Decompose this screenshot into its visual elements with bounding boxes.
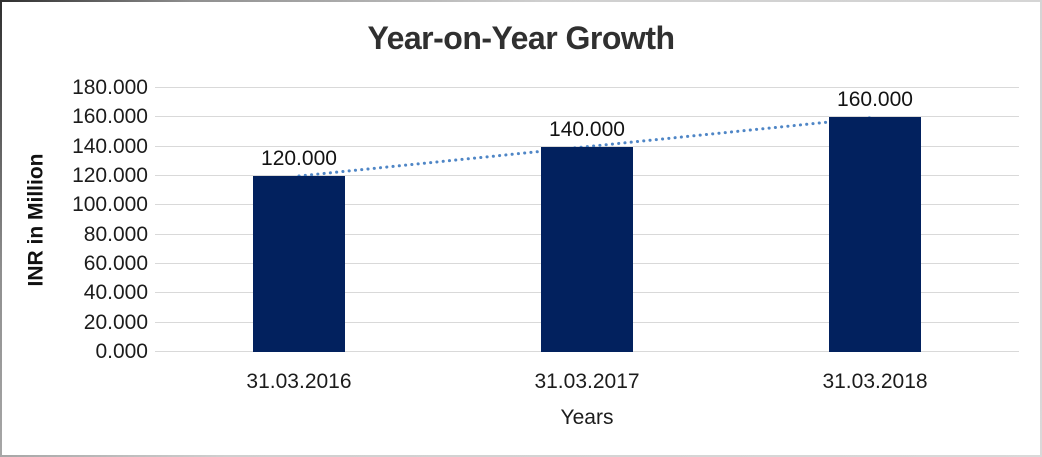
x-tick-label: 31.03.2017 [534,370,640,393]
data-label: 120.000 [261,147,337,171]
y-tick-label: 40.000 [83,281,148,305]
y-axis-ticks: 0.000 20.000 40.000 60.000 80.000 100.000 120.… [2,76,148,363]
bar-31.03.2016 [252,176,345,352]
x-axis-ticks: 31.03.2016 31.03.2017 31.03.2018 [155,352,1019,393]
gridline [155,116,1019,118]
y-tick-label: 140.000 [72,134,148,158]
plot-area: 120.000 140.000 160.000 [155,87,1019,352]
x-tick-label: 31.03.2018 [822,370,928,393]
chart-title: Year-on-Year Growth [367,20,675,56]
gridline [155,87,1019,88]
bar-31.03.2017 [541,146,633,352]
data-label: 140.000 [549,117,625,141]
y-tick-label: 100.000 [72,193,148,217]
bar-31.03.2018 [829,117,921,352]
y-tick-label: 20.000 [83,310,148,334]
x-axis-title: Years [560,406,614,429]
x-tick-label: 31.03.2016 [246,370,352,393]
y-tick-label: 60.000 [83,252,148,276]
data-label: 160.000 [837,88,913,112]
y-tick-label: 180.000 [72,76,148,99]
y-tick-label: 80.000 [83,222,148,246]
y-tick-label: 160.000 [72,105,148,129]
y-tick-label: 0.000 [95,340,148,363]
trendline [297,115,877,178]
y-tick-label: 120.000 [72,164,148,188]
